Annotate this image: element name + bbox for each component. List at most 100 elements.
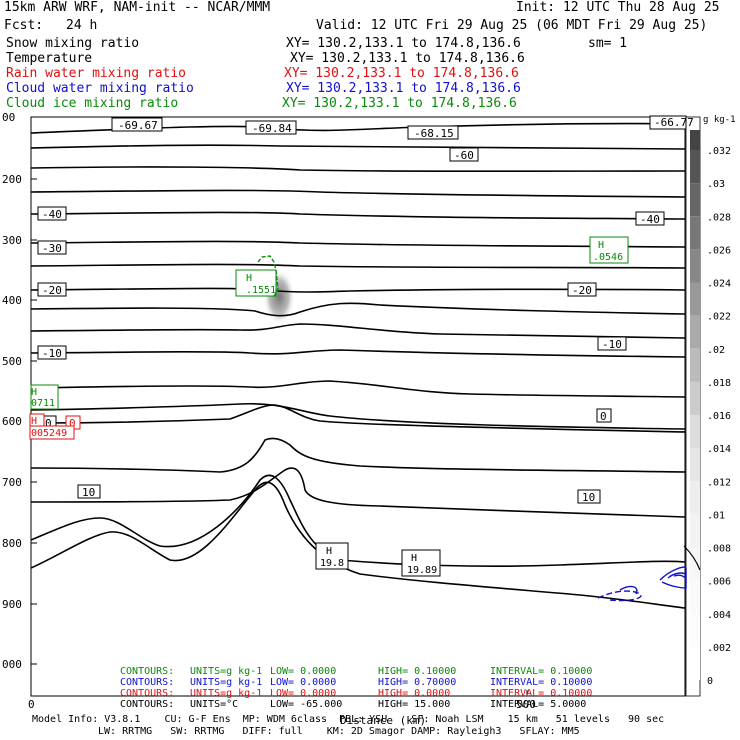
svg-text:H: H: [598, 240, 604, 251]
colorbar-tick-label: .024: [707, 279, 731, 290]
field-xy-cloudwater: XY= 130.2,133.1 to 174.8,136.6: [286, 81, 521, 96]
x-tick-label: 500: [516, 698, 536, 711]
contour-prefix: CONTOURS:: [120, 677, 174, 688]
colorbar-tick-label: .004: [707, 610, 731, 621]
svg-text:H: H: [246, 273, 252, 284]
y-tick-label: 500: [2, 355, 22, 368]
colorbar-tick-label: .032: [707, 146, 731, 157]
temp-label: 10: [82, 486, 95, 499]
temperature-labels: -69.67 -69.84 -68.15 -66.77 -60 -40 -40 …: [37, 115, 694, 504]
fcst-value: 24 h: [66, 18, 98, 33]
extrema: H 19.8 H 19.89 H .0546 H .1551 H 0711 H …: [29, 236, 629, 577]
model-info-line2: LW: RRTMG SW: RRTMG DIFF: full KM: 2D Sm…: [98, 726, 580, 737]
contour-low: LOW= 0.0000: [270, 677, 336, 688]
field-name-cloudice: Cloud ice mixing ratio: [6, 96, 179, 111]
init-time: Init: 12 UTC Thu 28 Aug 25: [516, 0, 720, 15]
temp-label: 0: [45, 417, 52, 430]
colorbar-segment: [690, 547, 700, 581]
field-name-rain: Rain water mixing ratio: [6, 66, 187, 81]
colorbar-segment: [690, 646, 700, 680]
contour-high: HIGH= 0.0000: [378, 688, 450, 699]
y-tick-label: 00: [2, 111, 15, 124]
model-title: 15km ARW WRF, NAM-init -- NCAR/MMM: [4, 0, 271, 15]
contour-low: LOW= 0.0000: [270, 666, 336, 677]
y-tick-label: 400: [2, 294, 22, 307]
colorbar-unit: g kg-1: [703, 115, 736, 125]
colorbar-tick-label: .02: [707, 345, 725, 356]
model-info-line1: Model Info: V3.8.1 CU: G-F Ens MP: WDM 6…: [32, 714, 664, 725]
colorbar-segment: [690, 282, 700, 316]
colorbar-segment: [690, 216, 700, 250]
extremum-value: 19.89: [407, 565, 437, 576]
extremum-value: 0711: [31, 398, 55, 409]
contour-units: UNITS=g kg-1: [190, 688, 262, 699]
field-xy-cloudice: XY= 130.2,133.1 to 174.8,136.6: [282, 96, 517, 111]
contour-high: HIGH= 0.10000: [378, 666, 456, 677]
extremum-value: .0546: [593, 252, 623, 263]
y-tick-label: 200: [2, 173, 22, 186]
colorbar: [685, 116, 701, 697]
field-xy-temp: XY= 130.2,133.1 to 174.8,136.6: [290, 51, 525, 66]
colorbar-segment: [690, 315, 700, 349]
y-tick-label: 000: [2, 658, 22, 671]
temp-label: -20: [42, 284, 62, 297]
contour-high: HIGH= 15.000: [378, 699, 450, 710]
field-extra-snow: sm= 1: [588, 36, 628, 51]
contour-low: LOW= -65.000: [270, 699, 342, 710]
valid-time: Valid: 12 UTC Fri 29 Aug 25 (06 MDT Fri …: [316, 18, 708, 33]
colorbar-segment: [690, 448, 700, 482]
contour-prefix: CONTOURS:: [120, 688, 174, 699]
cloud-ice-contour: [257, 255, 279, 297]
y-tick-label: 700: [2, 476, 22, 489]
field-name-snow: Snow mixing ratio: [6, 36, 140, 51]
contour-interval: INTERVAL= 0.10000: [490, 688, 592, 699]
temp-label: -40: [640, 213, 660, 226]
temp-label: -10: [602, 338, 622, 351]
colorbar-segment: [690, 481, 700, 515]
x-tick-label: 0: [28, 698, 35, 711]
plot-frame: [30, 116, 686, 697]
contour-units: UNITS=°C: [190, 699, 238, 710]
extremum-value: .1551: [246, 285, 276, 296]
svg-text:H: H: [326, 546, 332, 557]
colorbar-tick-label: 0: [707, 676, 713, 687]
svg-text:H: H: [411, 553, 417, 564]
temp-label: -20: [572, 284, 592, 297]
colorbar-tick-label: .018: [707, 378, 731, 389]
field-xy-snow: XY= 130.2,133.1 to 174.8,136.6: [286, 36, 521, 51]
colorbar-tick-label: .006: [707, 577, 731, 588]
colorbar-tick-label: .01: [707, 510, 725, 521]
contour-units: UNITS=g kg-1: [190, 666, 262, 677]
colorbar-tick-label: .012: [707, 477, 731, 488]
field-name-cloudwater: Cloud water mixing ratio: [6, 81, 194, 96]
field-name-temp: Temperature: [6, 51, 93, 66]
temp-label: -60: [454, 149, 474, 162]
contour-prefix: CONTOURS:: [120, 666, 174, 677]
temp-label: -30: [42, 242, 62, 255]
temp-label: -40: [42, 208, 62, 221]
svg-text:H: H: [31, 416, 37, 427]
colorbar-segment: [690, 183, 700, 217]
temp-label: 10: [582, 491, 595, 504]
colorbar-tick-label: .03: [707, 179, 725, 190]
temp-label: -68.15: [414, 127, 454, 140]
contour-interval: INTERVAL= 5.0000: [490, 699, 586, 710]
colorbar-ticks: .032 .03 .028 .026 .024 .022 .02 .018 .016 .014 .0…: [707, 146, 731, 687]
contour-interval: INTERVAL= 0.10000: [490, 677, 592, 688]
colorbar-tick-label: .028: [707, 212, 731, 223]
colorbar-segment: [690, 150, 700, 184]
contour-info: CONTOURS: UNITS=g kg-1 LOW= 0.0000 HIGH=…: [120, 666, 592, 710]
cloud-water-contours: [597, 566, 687, 602]
colorbar-segment: [690, 613, 700, 647]
colorbar-segment: [690, 415, 700, 449]
colorbar-tick-label: .016: [707, 411, 731, 422]
colorbar-tick-label: .008: [707, 544, 731, 555]
extremum-value: 005249: [31, 428, 67, 439]
temp-label: 0: [600, 410, 607, 423]
contour-units: UNITS=g kg-1: [190, 677, 262, 688]
contour-low: LOW= 0.0000: [270, 688, 336, 699]
x-axis-ticks: [30, 690, 528, 696]
y-tick-label: 300: [2, 234, 22, 247]
colorbar-tick-label: .022: [707, 312, 731, 323]
